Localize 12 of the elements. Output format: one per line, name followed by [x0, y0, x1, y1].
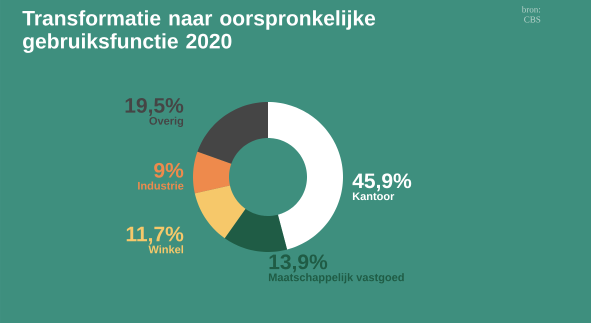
- slice-label: Overig: [149, 116, 184, 127]
- data-label: 13,9%: [270, 254, 328, 272]
- data-label: 11,7%: [126, 226, 184, 244]
- data-label: 45,9%: [352, 173, 412, 192]
- slice-label: Industrie: [138, 182, 184, 190]
- data-label: 19,5%: [126, 98, 184, 116]
- chart-title: Transformatie naar oorspronkelijke gebruiksfunctie 2020: [22, 10, 376, 53]
- slice-label: Winkel: [148, 245, 184, 254]
- text: bron: CBS: [522, 6, 540, 23]
- data-label: 9%: [154, 162, 184, 178]
- slice-label: Kantoor: [352, 192, 394, 200]
- slice-label: Maatschappelijk vastgoed: [268, 273, 404, 284]
